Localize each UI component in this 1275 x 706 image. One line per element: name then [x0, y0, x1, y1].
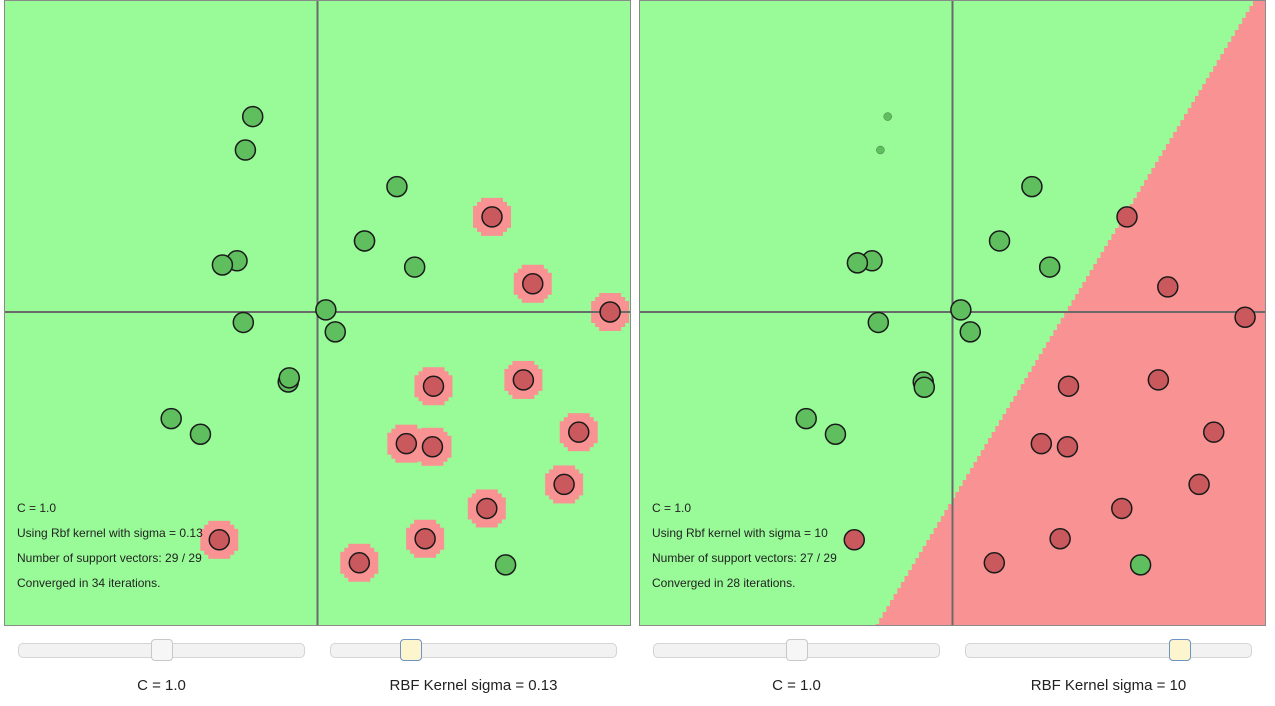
positive-point: [950, 299, 972, 321]
positive-point: [846, 252, 869, 274]
svm-panel-left: C = 1.0 Using Rbf kernel with sigma = 0.…: [4, 0, 631, 706]
c-slider-handle[interactable]: [150, 639, 173, 661]
positive-point: [211, 254, 234, 276]
kernel-text: Using Rbf kernel with sigma = 10: [652, 526, 828, 540]
sigma-slider-label: RBF Kernel sigma = 10: [1030, 677, 1187, 694]
negative-point: [476, 497, 498, 520]
iterations-text: Converged in 28 iterations.: [652, 576, 796, 590]
sigma-slider-handle[interactable]: [399, 639, 422, 661]
negative-point: [348, 552, 371, 574]
positive-point: [324, 321, 347, 343]
support-vectors-text: Number of support vectors: 29 / 29: [17, 551, 202, 565]
positive-point: [795, 407, 817, 430]
c-slider-label: C = 1.0: [772, 677, 821, 694]
info-text-right: C = 1.0 Using Rbf kernel with sigma = 10…: [652, 496, 837, 596]
positive-point: [315, 299, 337, 321]
positive-point: [232, 311, 255, 334]
negative-point: [1030, 432, 1053, 455]
sigma-slider-right[interactable]: [965, 639, 1252, 661]
negative-point: [522, 273, 544, 295]
decision-plot-left[interactable]: [4, 0, 631, 626]
canvas-border: [639, 0, 1266, 626]
positive-point: [1129, 554, 1152, 576]
sigma-slider-label: RBF Kernel sigma = 0.13: [389, 677, 558, 694]
kernel-text: Using Rbf kernel with sigma = 0.13: [17, 526, 203, 540]
negative-point: [599, 301, 621, 323]
iterations-text: Converged in 34 iterations.: [17, 576, 161, 590]
svm-canvas-right[interactable]: [639, 0, 1266, 626]
positive-point: [867, 311, 890, 334]
negative-point: [414, 528, 436, 550]
negative-point: [1111, 497, 1133, 520]
positive-point: [403, 256, 426, 278]
negative-point: [1147, 369, 1170, 391]
negative-point: [983, 552, 1006, 574]
positive-point: [988, 230, 1011, 252]
negative-point: [1116, 206, 1138, 228]
c-slider-label: C = 1.0: [137, 677, 186, 694]
positive-point: [241, 105, 264, 128]
positive-point: [913, 376, 936, 398]
negative-point: [512, 369, 535, 391]
c-slider-handle[interactable]: [785, 639, 808, 661]
positive-point: [189, 423, 212, 446]
canvas-border: [4, 0, 631, 626]
negative-point: [395, 432, 418, 455]
positive-point: [386, 175, 408, 198]
info-text-left: C = 1.0 Using Rbf kernel with sigma = 0.…: [17, 496, 203, 596]
negative-point: [1203, 421, 1225, 443]
negative-point: [421, 436, 444, 458]
positive-point: [1038, 256, 1061, 278]
positive-point: [160, 407, 182, 430]
positive-point: [494, 554, 517, 576]
positive-point: [278, 367, 301, 389]
negative-point: [843, 529, 866, 551]
sigma-slider-handle[interactable]: [1168, 639, 1191, 661]
svm-panel-right: C = 1.0 Using Rbf kernel with sigma = 10…: [639, 0, 1266, 706]
negative-point: [553, 473, 575, 496]
negative-point: [1057, 375, 1080, 397]
negative-point: [1157, 276, 1179, 298]
c-slider-right[interactable]: [653, 639, 940, 661]
support-vectors-text: Number of support vectors: 27 / 29: [652, 551, 837, 565]
positive-point: [883, 112, 892, 121]
negative-point: [422, 375, 445, 397]
negative-point: [1049, 528, 1071, 550]
negative-point: [481, 206, 503, 228]
positive-point: [234, 139, 257, 161]
c-value-text: C = 1.0: [17, 501, 57, 515]
positive-point: [876, 145, 885, 155]
sigma-slider-left[interactable]: [330, 639, 617, 661]
negative-point: [1234, 306, 1256, 328]
positive-point: [1021, 175, 1043, 198]
negative-point: [568, 421, 590, 443]
positive-point: [959, 321, 982, 343]
positive-point: [824, 423, 847, 446]
negative-point: [1056, 436, 1079, 458]
negative-point: [1188, 473, 1210, 496]
decision-plot-right[interactable]: [639, 0, 1266, 626]
positive-point: [353, 230, 376, 252]
c-slider-left[interactable]: [18, 639, 305, 661]
negative-point: [208, 529, 231, 551]
svm-canvas-left[interactable]: [4, 0, 631, 626]
c-value-text: C = 1.0: [652, 501, 692, 515]
